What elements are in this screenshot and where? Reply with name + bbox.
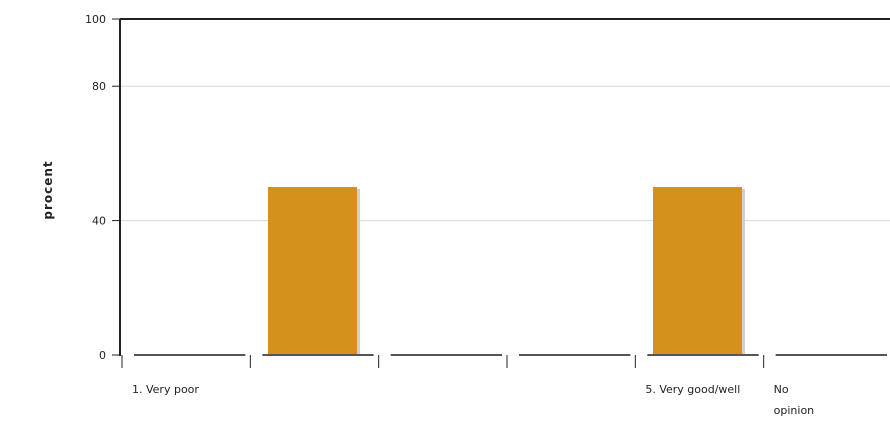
gridlines [120,85,890,222]
bar [653,187,742,355]
bars [268,187,745,355]
bar [268,187,357,355]
y-axis-title: procent [41,160,55,219]
axes [119,18,890,356]
y-tick-label: 0 [99,349,106,362]
x-tick-label: 1. Very poor [132,383,199,396]
y-tick-label: 100 [85,13,106,26]
y-axis-ticks: 100 80 40 0 [85,13,120,362]
y-tick-label: 40 [92,215,106,228]
x-tick-label: opinion [774,404,815,417]
y-tick-label: 80 [92,80,106,93]
x-tick-label: No [774,383,789,396]
x-axis-ticks: 1. Very poor 5. Very good/well No opinion [121,355,815,417]
x-tick-label: 5. Very good/well [645,383,740,396]
